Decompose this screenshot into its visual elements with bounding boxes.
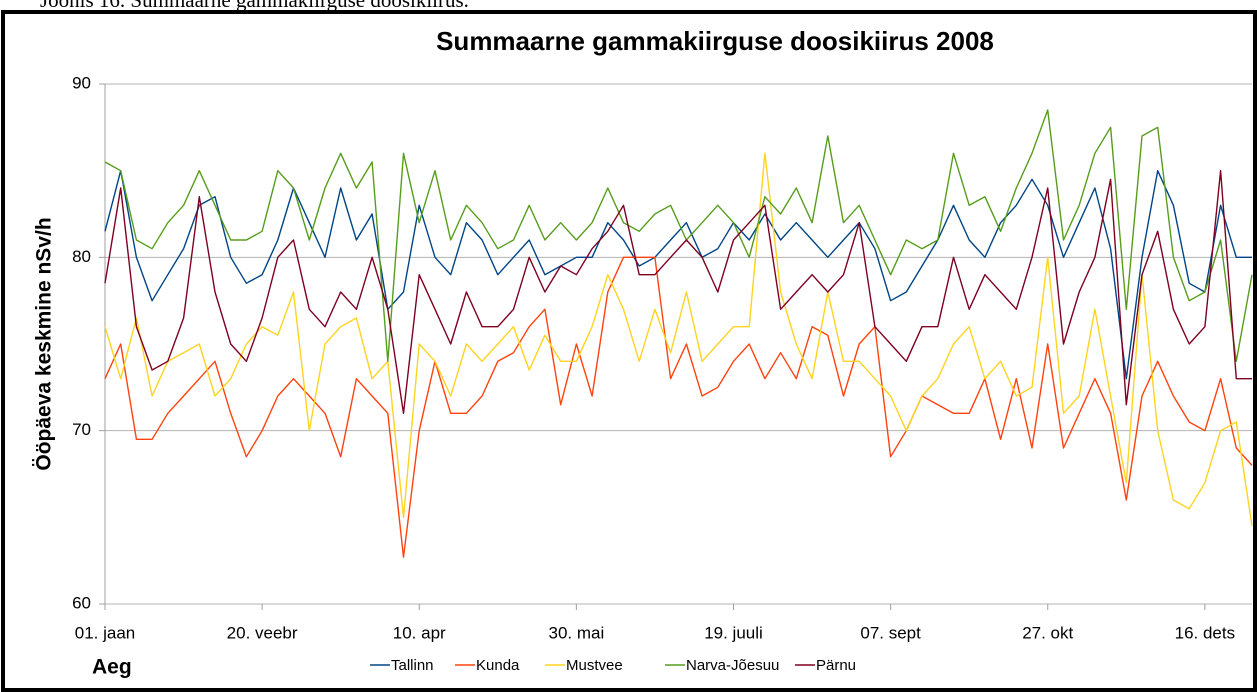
series-line	[104, 170, 1252, 414]
chart-title: Summaarne gammakiirguse doosikiirus 2008	[436, 26, 994, 56]
x-tick-label: 07. sept	[860, 623, 921, 642]
x-tick-label: 10. apr	[393, 623, 446, 642]
y-tick-label: 70	[72, 420, 91, 439]
series-line	[104, 170, 1252, 380]
legend-label: Tallinn	[391, 657, 434, 674]
y-axis-title: Ööpäeva keskmine nSv/h	[33, 217, 56, 470]
series-line	[104, 152, 1253, 527]
legend-label: Mustvee	[566, 657, 623, 674]
y-tick-label: 80	[72, 247, 91, 266]
x-tick-label: 27. okt	[1022, 623, 1073, 642]
x-tick-label: 01. jaan	[75, 623, 136, 642]
x-tick-label: 16. dets	[1175, 623, 1236, 642]
x-axis-title: Aeg	[92, 656, 132, 679]
x-tick-label: 30. mai	[548, 623, 604, 642]
legend-label: Kunda	[476, 657, 520, 674]
series-line	[104, 109, 1253, 362]
frame	[1, 10, 1257, 692]
legend-label: Pärnu	[816, 657, 856, 674]
legend-label: Narva-Jõesuu	[686, 657, 779, 674]
caption: Joonis 16. Summaarne gammakiirguse doosi…	[40, 0, 469, 12]
x-tick-label: 19. juuli	[704, 623, 763, 642]
y-tick-label: 90	[72, 73, 91, 92]
y-tick-label: 60	[72, 593, 91, 612]
series-line	[104, 256, 1253, 558]
x-tick-label: 20. veebr	[227, 623, 298, 642]
